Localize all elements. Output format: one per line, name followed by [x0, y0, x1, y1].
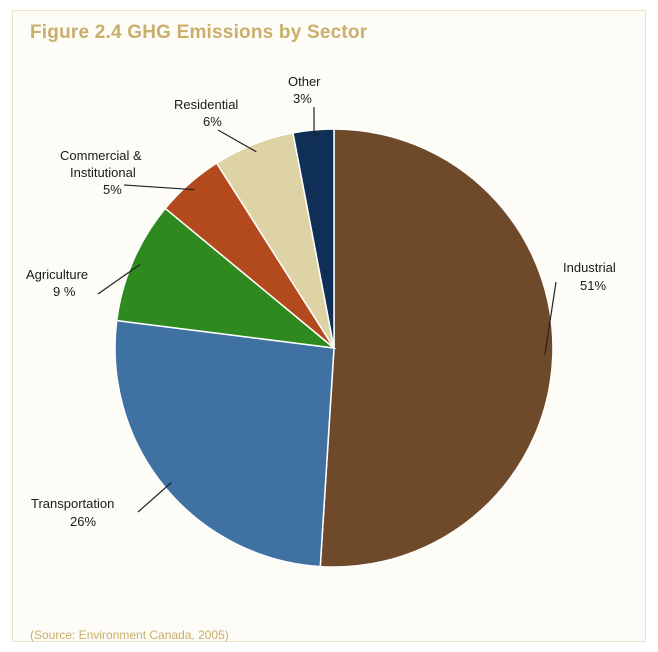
label-commercial-line1: Commercial &: [60, 148, 142, 163]
pie-slice-industrial: [319, 128, 554, 568]
pie-slice-transportation: [114, 319, 335, 568]
leader-line: [217, 129, 257, 153]
value-commercial: 5%: [103, 182, 122, 197]
label-agriculture: Agriculture: [26, 267, 88, 282]
figure-title: Figure 2.4 GHG Emissions by Sector: [30, 22, 368, 43]
leader-line: [123, 184, 195, 191]
figure-source: (Source: Environment Canada, 2005): [30, 628, 229, 642]
label-industrial: Industrial: [563, 260, 616, 275]
value-industrial: 51%: [580, 278, 606, 293]
value-agriculture: 9 %: [53, 284, 76, 299]
value-other: 3%: [293, 91, 312, 106]
value-transportation: 26%: [70, 514, 96, 529]
leader-line: [544, 281, 557, 355]
label-commercial-line2: Institutional: [70, 165, 136, 180]
leader-line: [137, 482, 172, 513]
pie-slice-other: [292, 128, 335, 349]
leader-line: [97, 263, 141, 295]
label-other: Other: [288, 74, 321, 89]
value-residential: 6%: [203, 114, 222, 129]
pie-slice-agriculture: [115, 207, 337, 350]
label-transportation: Transportation: [31, 496, 114, 511]
label-residential: Residential: [174, 97, 238, 112]
